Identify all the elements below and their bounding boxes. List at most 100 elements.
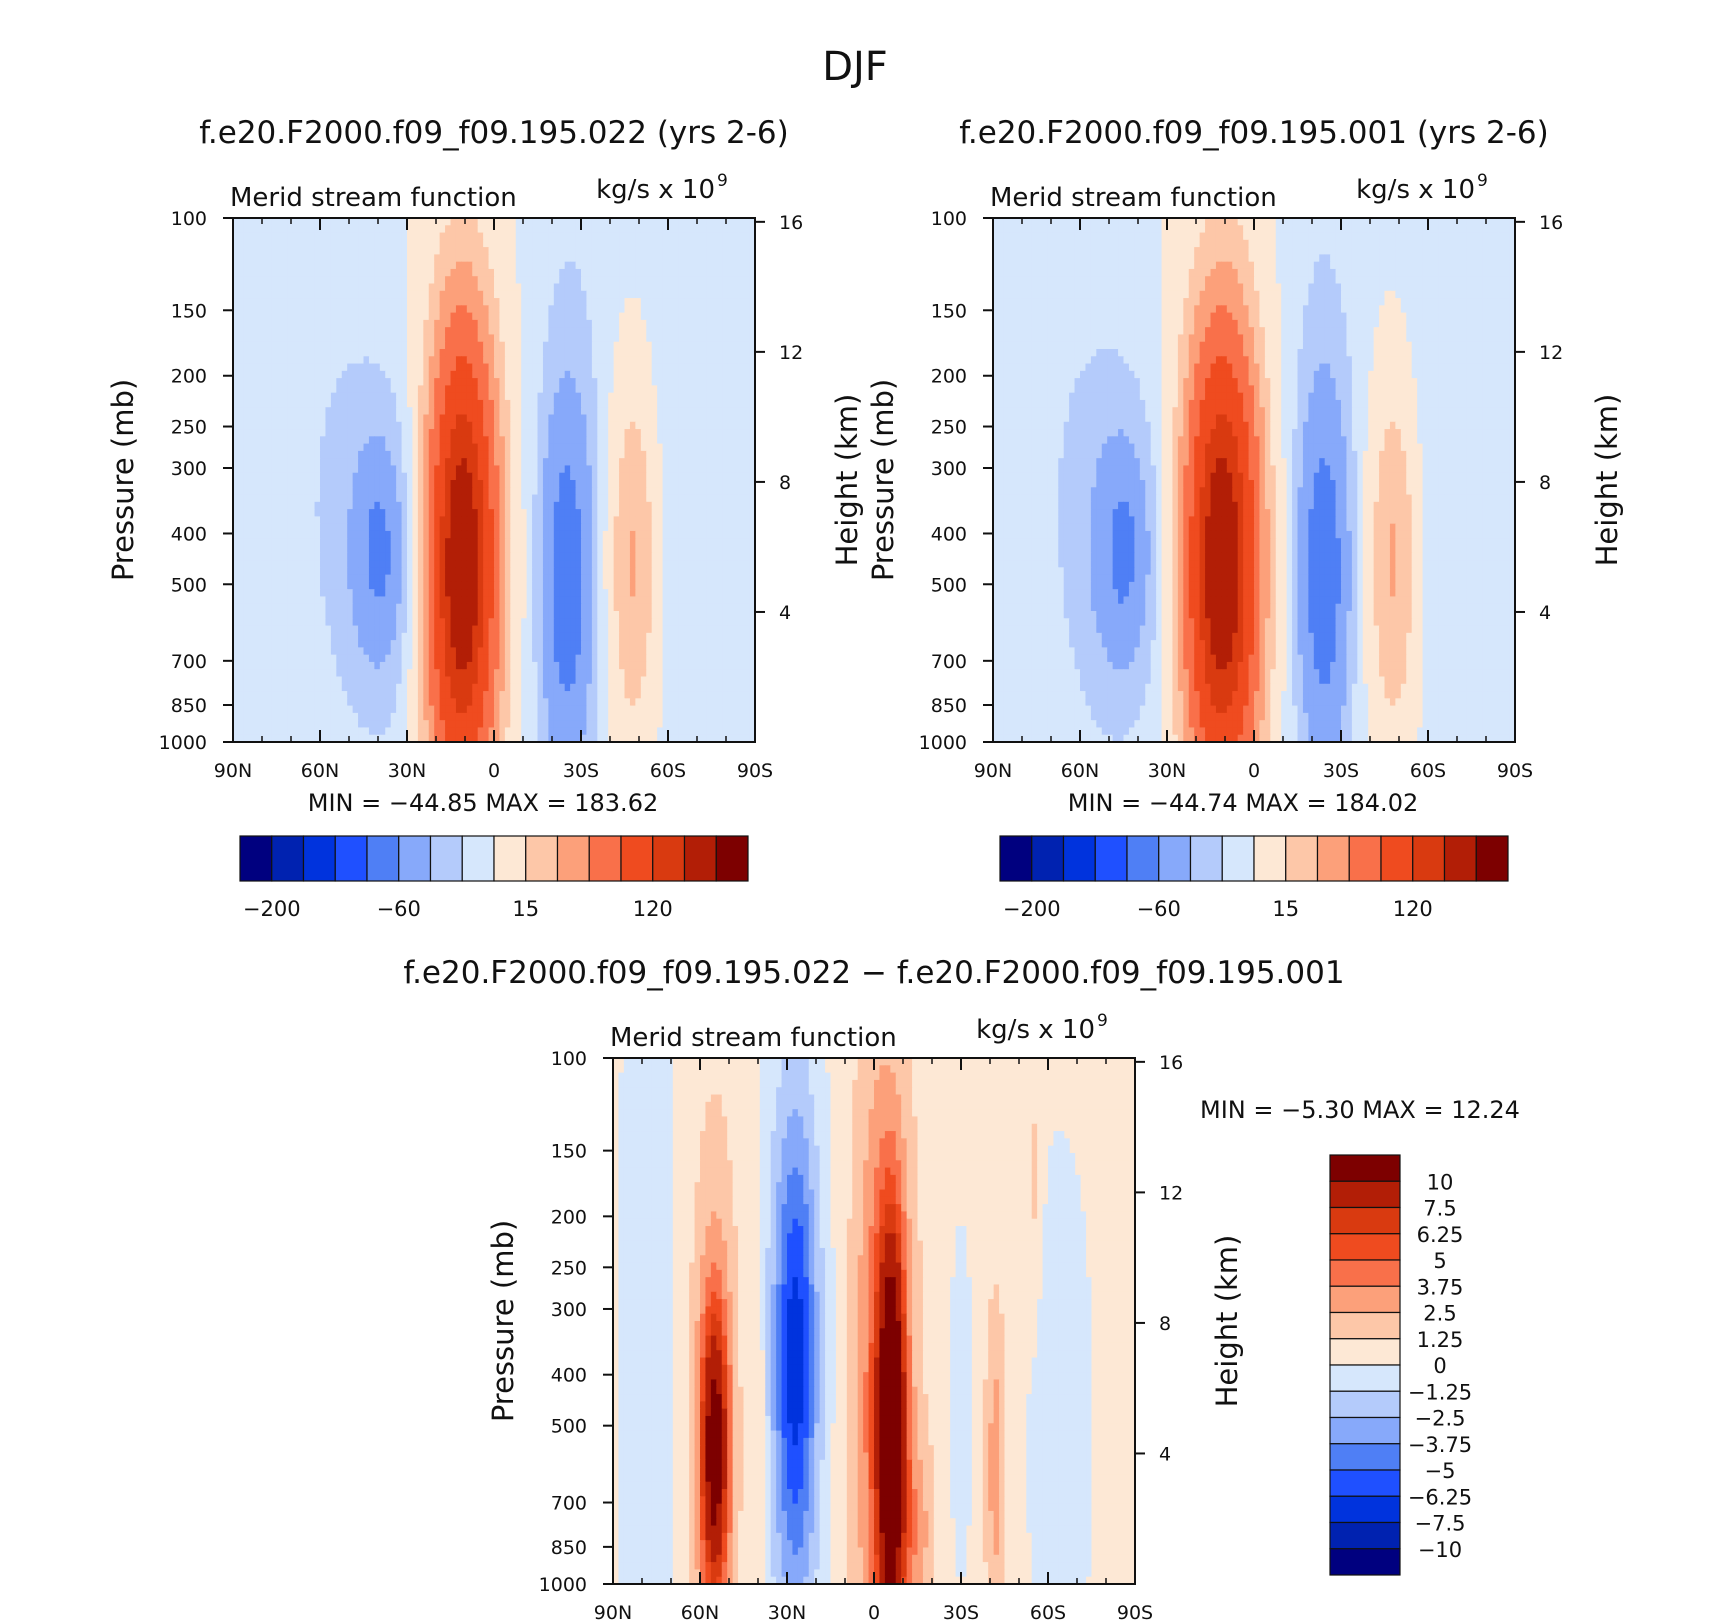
- contour-cell: [347, 254, 353, 262]
- contour-cell: [467, 502, 473, 510]
- contour-cell: [586, 473, 592, 481]
- contour-cell: [668, 276, 674, 284]
- contour-cell: [298, 575, 304, 583]
- contour-cell: [625, 269, 631, 277]
- contour-cell: [592, 473, 598, 481]
- contour-cell: [451, 538, 457, 546]
- contour-cell: [597, 284, 603, 292]
- contour-cell: [505, 473, 511, 481]
- contour-cell: [277, 240, 283, 248]
- contour-cell: [521, 487, 527, 495]
- contour-cell: [728, 589, 734, 597]
- contour-cell: [510, 451, 516, 459]
- contour-cell: [510, 407, 516, 415]
- contour-cell: [619, 531, 625, 539]
- contour-cell: [407, 240, 413, 248]
- contour-cell: [690, 356, 696, 364]
- contour-cell: [717, 560, 723, 568]
- contour-cell: [679, 436, 685, 444]
- contour-cell: [380, 364, 386, 372]
- contour-cell: [668, 509, 674, 517]
- contour-cell: [445, 356, 451, 364]
- contour-cell: [402, 560, 408, 568]
- contour-cell: [440, 349, 446, 357]
- contour-cell: [282, 524, 288, 532]
- contour-cell: [505, 349, 511, 357]
- contour-cell: [516, 225, 522, 233]
- contour-cell: [353, 364, 359, 372]
- contour-cell: [249, 334, 255, 342]
- contour-cell: [461, 269, 467, 277]
- contour-cell: [282, 247, 288, 255]
- contour-cell: [271, 371, 277, 379]
- contour-cell: [461, 531, 467, 539]
- contour-cell: [538, 429, 544, 437]
- contour-cell: [712, 393, 718, 401]
- contour-cell: [722, 502, 728, 510]
- contour-cell: [440, 393, 446, 401]
- contour-cell: [277, 524, 283, 532]
- contour-cell: [271, 538, 277, 546]
- contour-cell: [625, 334, 631, 342]
- contour-cell: [407, 284, 413, 292]
- contour-cell: [576, 305, 582, 313]
- contour-cell: [603, 393, 609, 401]
- contour-cell: [266, 458, 272, 466]
- contour-cell: [641, 516, 647, 524]
- contour-cell: [391, 378, 397, 386]
- contour-cell: [287, 240, 293, 248]
- contour-cell: [358, 451, 364, 459]
- contour-cell: [744, 524, 750, 532]
- contour-cell: [418, 276, 424, 284]
- contour-cell: [695, 589, 701, 597]
- contour-cell: [374, 385, 380, 393]
- contour-cell: [434, 458, 440, 466]
- contour-cell: [358, 327, 364, 335]
- contour-cell: [722, 349, 728, 357]
- contour-cell: [331, 371, 337, 379]
- panels: f.e20.F2000.f09_f09.195.022 (yrs 2-6)90N…: [106, 115, 1624, 1620]
- contour-cell: [445, 407, 451, 415]
- contour-cell: [478, 582, 484, 590]
- contour-cell: [608, 422, 614, 430]
- contour-cell: [320, 415, 326, 423]
- contour-cell: [717, 364, 723, 372]
- contour-cell: [679, 546, 685, 554]
- contour-cell: [282, 327, 288, 335]
- contour-cell: [673, 342, 679, 350]
- contour-cell: [722, 269, 728, 277]
- contour-cell: [282, 516, 288, 524]
- contour-cell: [320, 240, 326, 248]
- contour-cell: [597, 560, 603, 568]
- contour-cell: [728, 240, 734, 248]
- contour-cell: [440, 516, 446, 524]
- contour-cell: [478, 480, 484, 488]
- contour-cell: [592, 560, 598, 568]
- contour-cell: [336, 269, 342, 277]
- contour-cell: [287, 567, 293, 575]
- contour-cell: [369, 560, 375, 568]
- contour-cell: [429, 313, 435, 321]
- contour-cell: [614, 225, 620, 233]
- contour-cell: [554, 327, 560, 335]
- contour-cell: [668, 233, 674, 241]
- contour-cell: [396, 313, 402, 321]
- contour-cell: [505, 298, 511, 306]
- contour-cell: [391, 480, 397, 488]
- contour-cell: [527, 487, 533, 495]
- contour-cell: [478, 495, 484, 503]
- contour-cell: [733, 465, 739, 473]
- contour-cell: [614, 458, 620, 466]
- contour-cell: [260, 487, 266, 495]
- contour-cell: [619, 480, 625, 488]
- contour-cell: [287, 458, 293, 466]
- contour-cell: [538, 415, 544, 423]
- contour-cell: [494, 560, 500, 568]
- contour-cell: [320, 327, 326, 335]
- contour-cell: [238, 400, 244, 408]
- contour-cell: [559, 342, 565, 350]
- contour-cell: [456, 247, 462, 255]
- contour-cell: [744, 553, 750, 561]
- contour-cell: [244, 436, 250, 444]
- contour-cell: [652, 327, 658, 335]
